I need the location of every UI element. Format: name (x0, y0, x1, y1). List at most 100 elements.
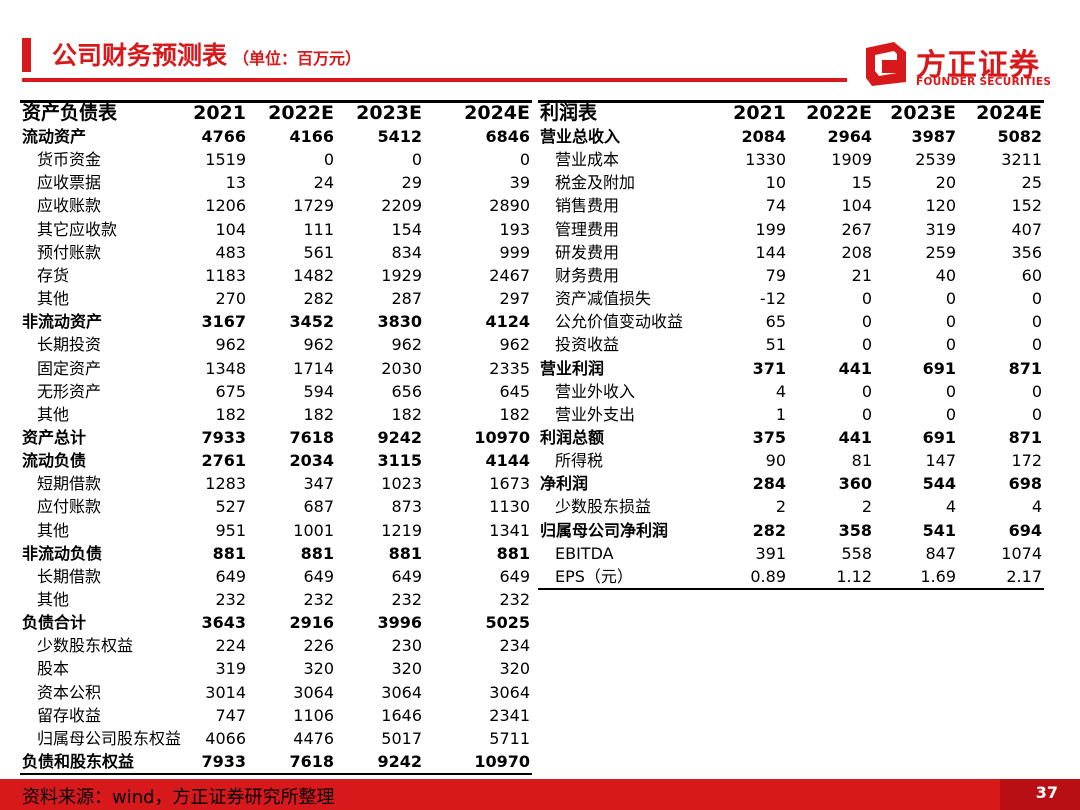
value-cell: 4124 (485, 312, 530, 332)
value-cell: 3830 (377, 312, 422, 332)
value-cell: 234 (499, 636, 530, 656)
value-cell: 3987 (911, 127, 956, 146)
value-cell: 649 (215, 566, 246, 586)
value-cell: 3014 (205, 682, 246, 702)
table-row: 营业外支出 1 0 0 0 (538, 403, 1044, 426)
row-label: 资产总计 (22, 427, 87, 447)
value-cell: 0 (945, 404, 956, 424)
value-cell: 320 (303, 659, 334, 679)
value-cell: 2539 (915, 150, 956, 170)
row-label: 所得税 (555, 451, 604, 471)
value-cell: 259 (925, 242, 956, 262)
value-cell: 0 (1031, 381, 1042, 401)
table-row: 利润总额 375 441 691 871 (538, 426, 1044, 449)
table-row: 非流动负债 881 881 881 881 (20, 542, 532, 565)
value-cell: 79 (765, 265, 786, 285)
table-row: 流动资产 4766 4166 5412 6846 (20, 125, 532, 148)
value-cell: 0 (1031, 289, 1042, 309)
value-cell: 558 (841, 543, 872, 563)
value-cell: 1 (775, 404, 786, 424)
value-cell: 1909 (831, 150, 872, 170)
table-row: 其他 232 232 232 232 (20, 588, 532, 611)
row-label: 流动资产 (22, 127, 87, 146)
table-row: EPS（元） 0.89 1.12 1.69 2.17 (538, 565, 1044, 588)
value-cell: 25 (1021, 173, 1042, 193)
row-label: 管理费用 (555, 219, 620, 239)
value-cell: 1.69 (920, 566, 956, 586)
table-row: 投资收益 51 0 0 0 (538, 333, 1044, 356)
table-row: 财务费用 79 21 40 60 (538, 264, 1044, 287)
table-header-row: 利润表 2021 2022E 2023E 2024E (538, 101, 1044, 124)
value-cell: 10970 (474, 752, 530, 772)
value-cell: 541 (922, 520, 956, 540)
value-cell: 347 (303, 474, 334, 494)
value-cell: 4166 (289, 127, 334, 146)
value-cell: 199 (755, 219, 786, 239)
row-label: 研发费用 (555, 242, 620, 262)
value-cell: 649 (391, 566, 422, 586)
value-cell: 1219 (381, 520, 422, 540)
value-cell: 698 (1008, 474, 1042, 494)
value-cell: 0 (323, 150, 334, 170)
value-cell: 1023 (381, 474, 422, 494)
table-row: 资本公积 3014 3064 3064 3064 (20, 681, 532, 704)
value-cell: 284 (752, 474, 786, 494)
value-cell: 1183 (205, 265, 246, 285)
value-cell: 0 (1031, 335, 1042, 355)
row-label: 留存收益 (37, 705, 102, 725)
value-cell: 104 (841, 196, 872, 216)
value-cell: 319 (215, 659, 246, 679)
value-cell: 656 (391, 381, 422, 401)
row-label: 短期借款 (37, 474, 102, 494)
value-cell: 4 (945, 497, 956, 517)
logo-english-name: FOUNDER SECURITIES (916, 76, 1052, 88)
value-cell: 1.12 (836, 566, 872, 586)
footer-page-block (1000, 779, 1080, 810)
row-label: 存货 (37, 265, 70, 285)
value-cell: 1283 (205, 474, 246, 494)
row-label: 长期投资 (37, 335, 102, 355)
row-label: EPS（元） (555, 566, 633, 586)
table-bottom-rule (538, 588, 1044, 590)
value-cell: 544 (922, 474, 956, 494)
value-cell: 40 (935, 265, 956, 285)
value-cell: 391 (755, 543, 786, 563)
value-cell: 4766 (201, 127, 246, 146)
value-cell: 20 (935, 173, 956, 193)
value-cell: 7618 (289, 427, 334, 447)
value-cell: 2335 (489, 358, 530, 378)
row-label: 非流动资产 (22, 312, 103, 332)
value-cell: 2761 (201, 451, 246, 471)
value-cell: 649 (499, 566, 530, 586)
table-row: 非流动资产 3167 3452 3830 4124 (20, 310, 532, 333)
value-cell: 1714 (293, 358, 334, 378)
value-cell: 881 (496, 543, 530, 563)
table-top-rule (538, 100, 1044, 103)
header-divider (22, 78, 847, 82)
value-cell: 267 (841, 219, 872, 239)
value-cell: 0 (945, 381, 956, 401)
value-cell: 90 (765, 451, 786, 471)
value-cell: 0 (861, 335, 872, 355)
value-cell: 1519 (205, 150, 246, 170)
value-cell: 962 (391, 335, 422, 355)
value-cell: 871 (1008, 427, 1042, 447)
value-cell: 407 (1011, 219, 1042, 239)
value-cell: 371 (752, 358, 786, 378)
value-cell: 1130 (489, 497, 530, 517)
value-cell: 645 (499, 381, 530, 401)
table-row: 少数股东损益 2 2 4 4 (538, 495, 1044, 518)
title-accent-bar (22, 38, 31, 72)
table-row: 负债合计 3643 2916 3996 5025 (20, 611, 532, 634)
value-cell: 441 (838, 427, 872, 447)
value-cell: 2030 (381, 358, 422, 378)
value-cell: 483 (215, 242, 246, 262)
row-label: 资产减值损失 (555, 289, 652, 309)
column-header: 2021 (193, 102, 246, 124)
row-label: 归属母公司净利润 (540, 520, 669, 540)
value-cell: 230 (391, 636, 422, 656)
value-cell: 999 (499, 242, 530, 262)
value-cell: 0 (945, 335, 956, 355)
value-cell: 0 (1031, 312, 1042, 332)
value-cell: 2 (775, 497, 786, 517)
